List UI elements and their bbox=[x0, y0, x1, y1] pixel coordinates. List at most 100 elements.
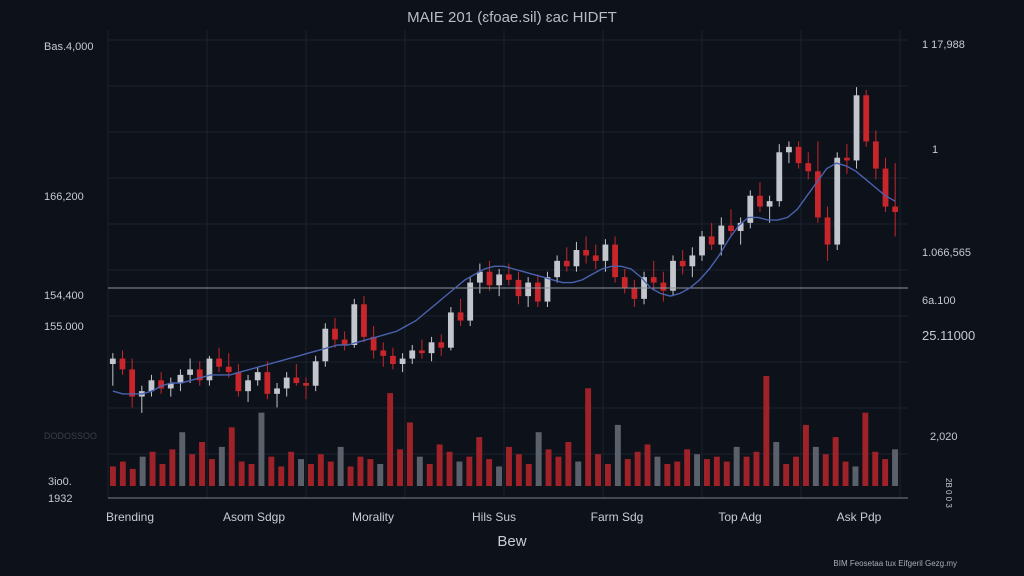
volume-bar bbox=[129, 468, 136, 486]
volume-bar bbox=[505, 446, 512, 486]
candle-down bbox=[815, 171, 821, 218]
volume-bar bbox=[397, 449, 404, 486]
volume-bar bbox=[476, 437, 483, 486]
volume-bar bbox=[575, 461, 582, 486]
candle-down bbox=[728, 225, 734, 231]
volume-bar bbox=[139, 456, 146, 486]
candle-down bbox=[438, 342, 445, 348]
volume-bar bbox=[674, 461, 681, 486]
candle-up bbox=[766, 201, 773, 207]
candle-up bbox=[737, 222, 744, 231]
volume-bar bbox=[733, 446, 740, 486]
volume-bar bbox=[812, 446, 819, 486]
candle-up bbox=[283, 377, 290, 389]
volume-bar bbox=[802, 424, 809, 486]
candle-down bbox=[361, 304, 367, 337]
volume-bar bbox=[882, 459, 889, 486]
volume-bar bbox=[822, 454, 829, 486]
candle-up bbox=[747, 195, 754, 223]
left-axis-label: Bas.4,000 bbox=[44, 41, 94, 53]
candle-down bbox=[216, 358, 222, 367]
candle-down bbox=[843, 157, 850, 161]
x-axis-label: Ask Pdp bbox=[837, 510, 882, 524]
candle-up bbox=[245, 380, 251, 392]
volume-bar bbox=[258, 412, 265, 486]
right-axis-label: 25.11000 bbox=[922, 328, 975, 343]
volume-bar bbox=[317, 454, 324, 486]
candle-down bbox=[805, 163, 812, 172]
volume-bar bbox=[228, 427, 235, 486]
volume-bar bbox=[842, 461, 849, 486]
volume-bar bbox=[654, 456, 661, 486]
candle-down bbox=[303, 383, 309, 386]
candle-up bbox=[351, 304, 358, 345]
candle-down bbox=[196, 369, 203, 381]
candle-down bbox=[293, 377, 300, 383]
candle-down bbox=[872, 141, 879, 169]
volume-bar bbox=[446, 451, 453, 486]
volume-bar bbox=[278, 466, 285, 486]
candle-up bbox=[409, 350, 416, 359]
volume-bar bbox=[585, 388, 592, 486]
volume-bar bbox=[634, 451, 641, 486]
candle-down bbox=[679, 260, 686, 267]
candle-up bbox=[544, 277, 551, 302]
candle-down bbox=[264, 372, 271, 394]
candle-down bbox=[650, 277, 657, 283]
volume-bar bbox=[486, 459, 493, 486]
volume-bar bbox=[456, 461, 463, 486]
candle-up bbox=[689, 255, 696, 267]
volume-bar bbox=[426, 464, 433, 486]
candle-down bbox=[708, 236, 715, 245]
volume-bar bbox=[872, 451, 879, 486]
volume-bar bbox=[496, 466, 503, 486]
candle-up bbox=[525, 282, 532, 297]
candle-up bbox=[254, 372, 261, 381]
volume-bar bbox=[793, 456, 800, 486]
candle-up bbox=[399, 358, 406, 364]
volume-bar bbox=[307, 464, 314, 486]
volume-bar bbox=[525, 464, 532, 486]
volume-bar bbox=[337, 446, 344, 486]
volume-bar bbox=[298, 459, 305, 486]
candle-up bbox=[834, 157, 841, 245]
volume-bar bbox=[436, 444, 443, 486]
candle-down bbox=[863, 95, 870, 142]
volume-bar bbox=[189, 454, 196, 486]
moving-average-line bbox=[112, 162, 896, 395]
volume-bar bbox=[199, 442, 206, 486]
candle-up bbox=[554, 260, 561, 278]
candle-up bbox=[476, 271, 483, 283]
candle-up bbox=[718, 225, 725, 245]
candle-down bbox=[612, 244, 618, 278]
candle-down bbox=[631, 288, 638, 299]
candle-down bbox=[505, 274, 512, 280]
volume-bar bbox=[416, 456, 423, 486]
x-axis-label: Top Adg bbox=[718, 510, 761, 524]
candle-down bbox=[225, 366, 232, 373]
volume-bar bbox=[664, 464, 671, 486]
volume-bar bbox=[892, 449, 899, 486]
volume-bar bbox=[723, 461, 730, 486]
candle-down bbox=[621, 277, 628, 288]
candle-down bbox=[486, 271, 493, 286]
chart-grid bbox=[107, 30, 908, 499]
candle-down bbox=[563, 260, 570, 267]
volume-bar bbox=[159, 464, 166, 486]
candle-up bbox=[496, 274, 503, 286]
volume-bar bbox=[367, 459, 374, 486]
left-axis-label: 166,200 bbox=[44, 191, 84, 203]
candle-down bbox=[419, 350, 425, 354]
volume-bar bbox=[545, 449, 552, 486]
candle-up bbox=[786, 146, 792, 153]
volume-bar bbox=[109, 466, 116, 486]
volume-bar bbox=[377, 464, 384, 486]
candle-up bbox=[573, 250, 580, 267]
candle-up bbox=[312, 361, 319, 386]
candle-down bbox=[795, 146, 802, 164]
volume-bar bbox=[268, 456, 275, 486]
volume-bar bbox=[614, 424, 621, 486]
volume-bar bbox=[832, 437, 839, 486]
volume-bar bbox=[535, 432, 542, 486]
candle-down bbox=[824, 217, 831, 245]
